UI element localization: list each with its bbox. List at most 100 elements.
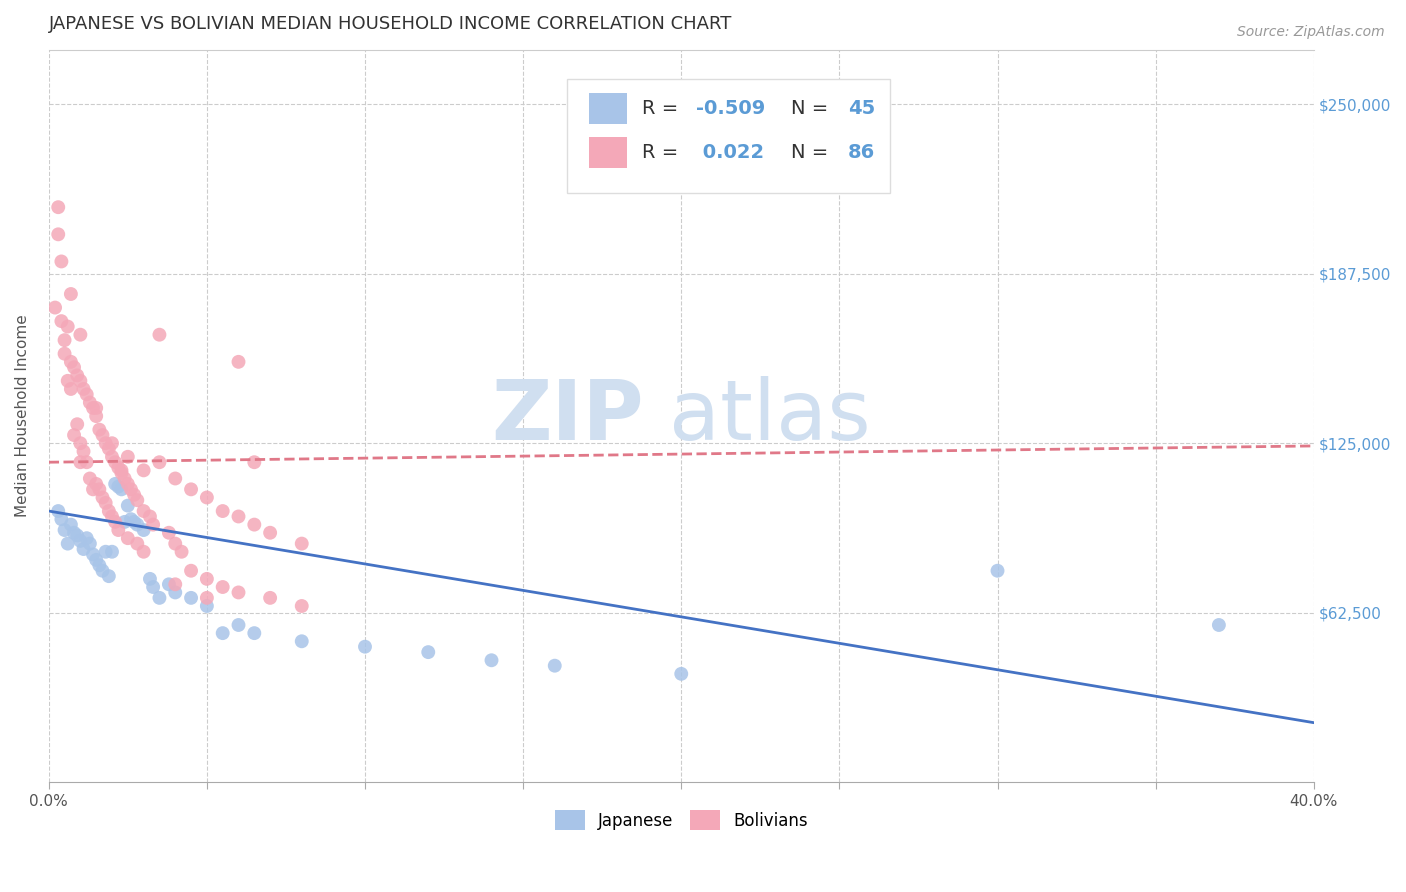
Point [418,645,440,659]
Point [89,483,111,497]
Text: N =: N = [792,99,835,118]
Point [157,577,180,591]
Point [148,327,170,342]
Point [104,477,127,491]
Point [117,477,139,491]
Point [165,577,187,591]
Point [114,471,136,485]
Point [59,355,82,369]
Point [79,395,101,409]
Point [139,572,162,586]
Point [1208,618,1230,632]
Point [63,525,86,540]
Point [148,455,170,469]
Legend: Japanese, Bolivians: Japanese, Bolivians [548,804,814,837]
Point [120,512,142,526]
Point [104,515,127,529]
Point [170,545,193,559]
Point [44,301,66,315]
Text: 86: 86 [848,143,876,161]
Point [243,517,266,532]
Point [107,523,129,537]
Point [82,401,104,415]
Point [481,653,503,667]
Point [101,545,124,559]
Text: atlas: atlas [669,376,870,457]
Point [76,455,98,469]
Point [97,442,120,456]
Point [243,626,266,640]
Point [211,580,233,594]
Point [76,531,98,545]
Text: R =: R = [643,99,685,118]
Text: N =: N = [792,143,835,161]
Point [101,509,124,524]
Point [195,599,218,613]
Point [259,525,281,540]
Point [671,666,693,681]
Point [72,382,94,396]
Point [195,572,218,586]
Point [544,658,567,673]
Point [228,618,250,632]
Point [122,515,145,529]
Point [89,423,111,437]
Point [104,455,127,469]
Point [97,569,120,583]
Point [63,360,86,375]
Point [165,536,187,550]
Point [79,471,101,485]
Point [56,374,79,388]
Point [53,333,76,347]
Point [291,599,314,613]
Point [89,558,111,573]
Point [132,504,155,518]
Text: 45: 45 [848,99,876,118]
Point [97,504,120,518]
Point [72,444,94,458]
Point [91,491,114,505]
Point [69,374,91,388]
Point [180,564,202,578]
Point [101,436,124,450]
Point [354,640,377,654]
Point [94,545,117,559]
Text: Source: ZipAtlas.com: Source: ZipAtlas.com [1237,25,1385,39]
Point [56,319,79,334]
Point [117,499,139,513]
Point [195,491,218,505]
Y-axis label: Median Household Income: Median Household Income [15,315,30,517]
Point [59,517,82,532]
Point [46,200,69,214]
Point [110,466,132,480]
Point [986,564,1008,578]
Point [180,591,202,605]
Point [142,517,165,532]
Point [195,591,218,605]
Point [165,585,187,599]
FancyBboxPatch shape [589,93,627,124]
Text: ZIP: ZIP [491,376,644,457]
Point [94,496,117,510]
Point [72,542,94,557]
Text: R =: R = [643,143,685,161]
Point [69,327,91,342]
Point [63,428,86,442]
Point [132,545,155,559]
Point [82,548,104,562]
Point [132,463,155,477]
Point [59,287,82,301]
Text: 0.022: 0.022 [696,143,765,161]
Point [66,368,89,383]
Point [82,483,104,497]
Point [51,512,73,526]
Point [107,480,129,494]
Point [84,553,107,567]
Point [165,471,187,485]
Point [148,591,170,605]
Point [46,227,69,242]
Point [114,515,136,529]
Point [110,463,132,477]
Text: JAPANESE VS BOLIVIAN MEDIAN HOUSEHOLD INCOME CORRELATION CHART: JAPANESE VS BOLIVIAN MEDIAN HOUSEHOLD IN… [49,15,733,33]
Point [69,455,91,469]
